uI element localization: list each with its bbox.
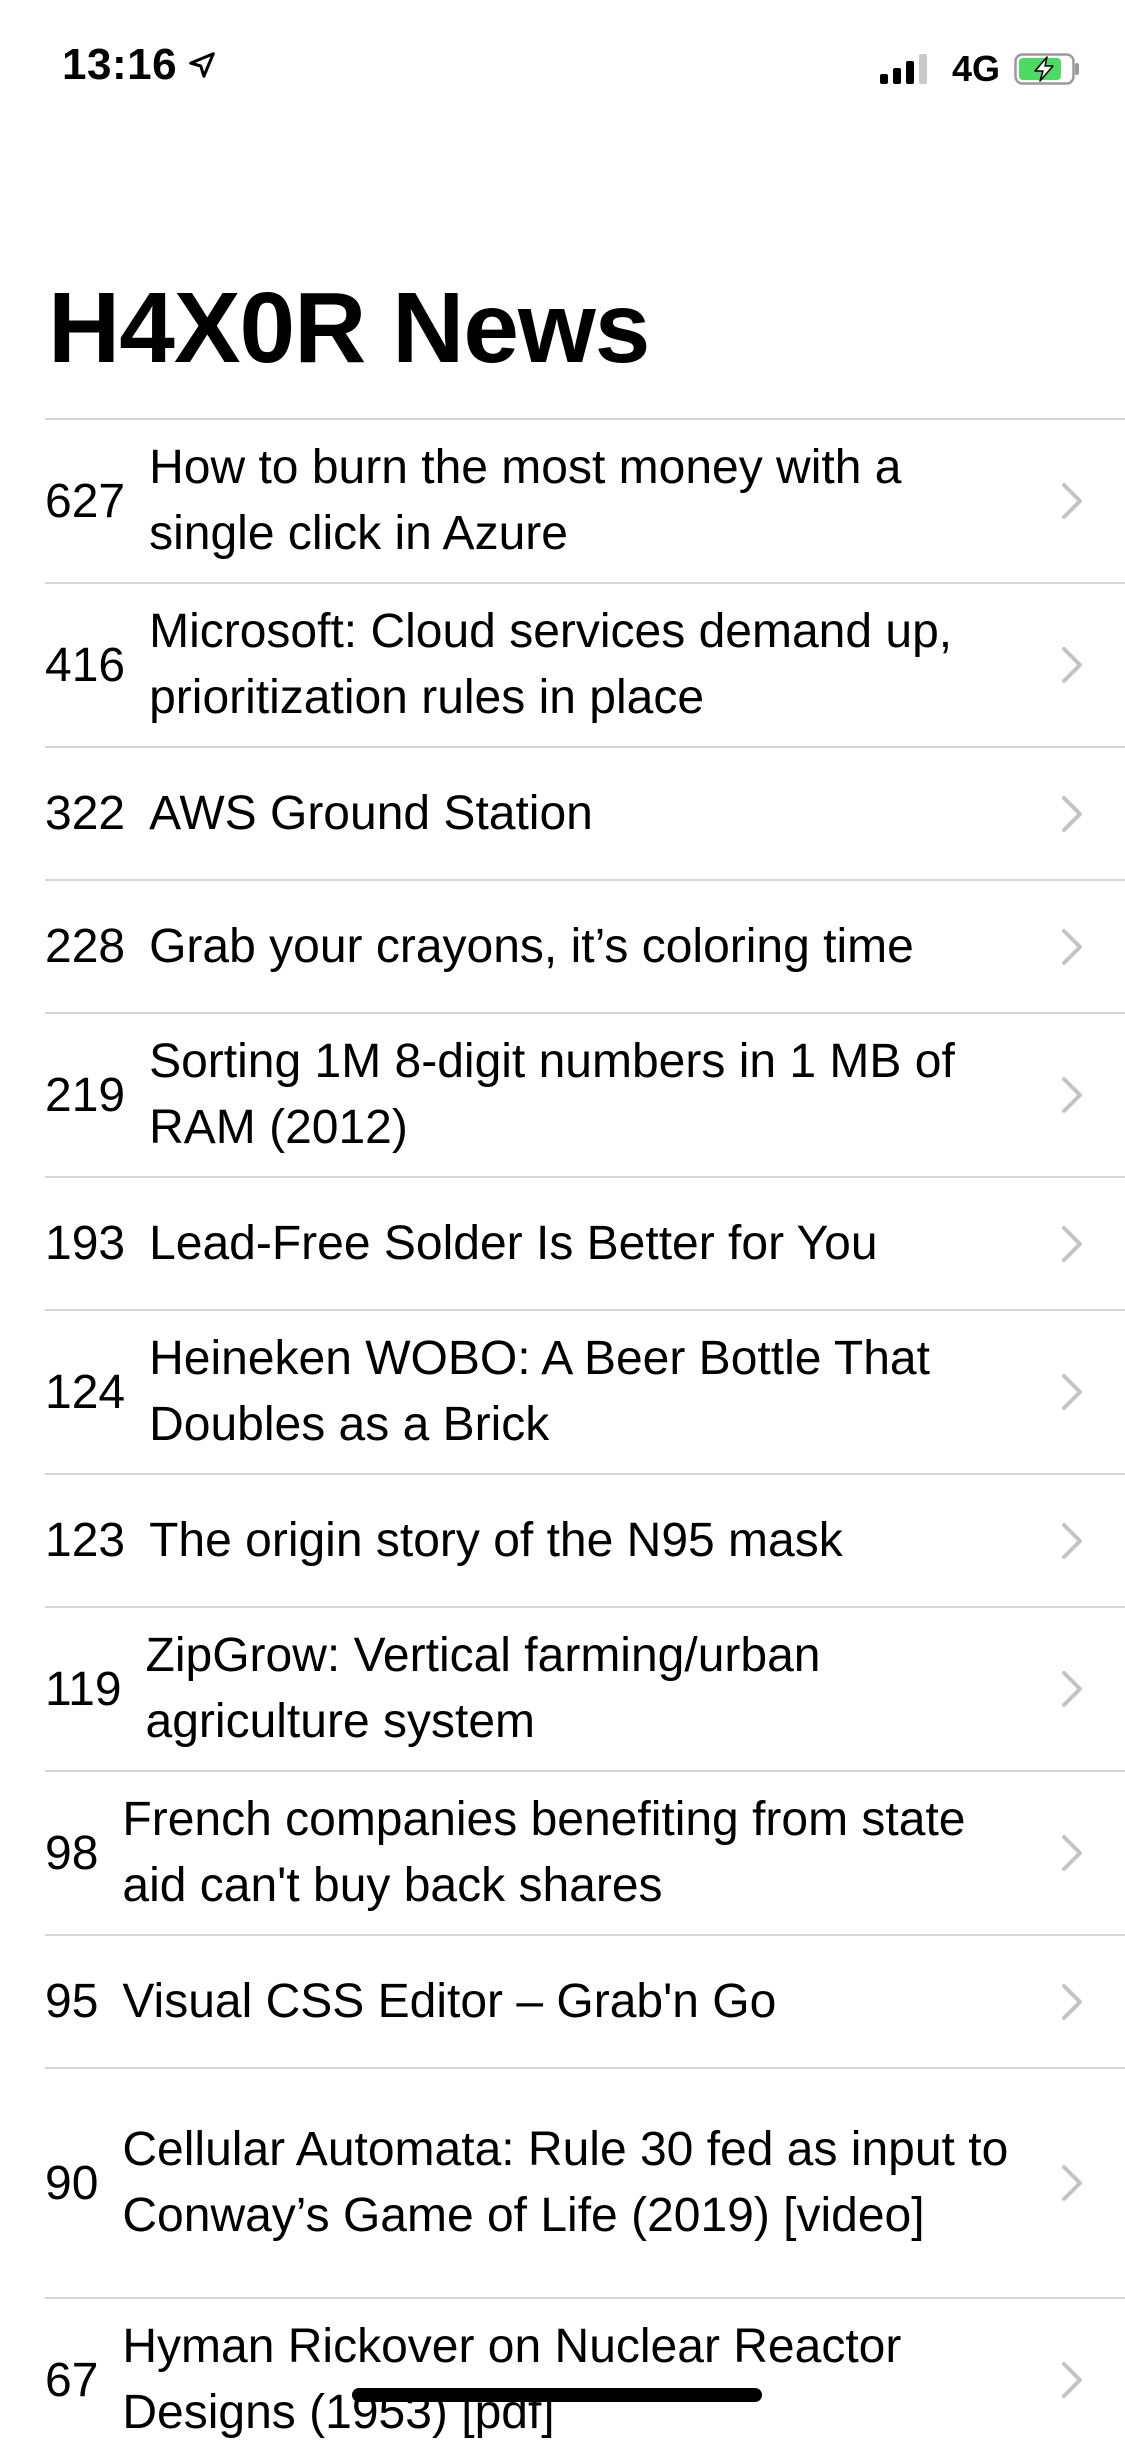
story-score: 98 <box>45 1826 99 1880</box>
chevron-right-icon <box>1062 928 1082 965</box>
story-score: 124 <box>45 1365 126 1419</box>
story-row[interactable]: 98 French companies benefiting from stat… <box>45 1770 1125 1934</box>
chevron-right-icon <box>1062 1374 1082 1410</box>
story-row[interactable]: 219 Sorting 1M 8-digit numbers in 1 MB o… <box>45 1012 1125 1176</box>
story-row[interactable]: 627 How to burn the most money with a si… <box>45 418 1125 582</box>
chevron-right-icon <box>1062 1835 1082 1871</box>
story-title: Microsoft: Cloud services demand up, pri… <box>149 605 953 724</box>
story-title: Lead-Free Solder Is Better for You <box>149 1216 878 1270</box>
story-title: How to burn the most money with a single… <box>149 441 902 560</box>
battery-charging-icon <box>1014 53 1079 85</box>
story-title: Cellular Automata: Rule 30 fed as input … <box>122 2123 1009 2242</box>
location-arrow-icon <box>189 52 215 78</box>
story-score: 219 <box>45 1068 126 1122</box>
story-score: 322 <box>45 787 126 840</box>
home-indicator[interactable] <box>352 2388 762 2402</box>
story-title: The origin story of the N95 mask <box>149 1513 843 1567</box>
chevron-right-icon <box>1062 1225 1082 1262</box>
story-title: Heineken WOBO: A Beer Bottle That Double… <box>149 1332 930 1451</box>
chevron-right-icon <box>1062 483 1082 519</box>
story-row[interactable]: 67 Hyman Rickover on Nuclear Reactor Des… <box>45 2297 1125 2461</box>
chevron-right-icon <box>1062 2165 1082 2201</box>
story-row[interactable]: 228 Grab your crayons, it’s coloring tim… <box>45 879 1125 1012</box>
chevron-right-icon <box>1062 795 1082 832</box>
chevron-right-icon <box>1062 1522 1082 1559</box>
story-score: 90 <box>45 2156 99 2210</box>
story-row[interactable]: 193 Lead-Free Solder Is Better for You <box>45 1176 1125 1309</box>
story-row[interactable]: 416 Microsoft: Cloud services demand up,… <box>45 582 1125 746</box>
story-row[interactable]: 90 Cellular Automata: Rule 30 fed as inp… <box>45 2067 1125 2297</box>
status-time: 13:16 <box>62 40 217 90</box>
story-score: 193 <box>45 1217 126 1270</box>
story-title: Sorting 1M 8-digit numbers in 1 MB of RA… <box>149 1035 955 1154</box>
chevron-right-icon <box>1062 2362 1082 2398</box>
story-score: 95 <box>45 1975 99 2028</box>
story-row[interactable]: 124 Heineken WOBO: A Beer Bottle That Do… <box>45 1309 1125 1473</box>
chevron-right-icon <box>1062 1671 1082 1707</box>
story-title: Hyman Rickover on Nuclear Reactor Design… <box>122 2320 902 2439</box>
status-bar: 13:16 4G <box>0 0 1125 140</box>
story-score: 228 <box>45 920 126 973</box>
story-title: AWS Ground Station <box>149 786 593 840</box>
story-list: 627 How to burn the most money with a si… <box>45 418 1125 2461</box>
story-score: 416 <box>45 638 126 692</box>
status-indicators: 4G <box>879 48 1080 90</box>
story-row[interactable]: 95 Visual CSS Editor – Grab'n Go <box>45 1934 1125 2067</box>
chevron-right-icon <box>1062 1077 1082 1113</box>
story-title: Grab your crayons, it’s coloring time <box>149 919 914 973</box>
story-title: Visual CSS Editor – Grab'n Go <box>122 1974 777 2028</box>
page-title: H4X0R News <box>48 272 650 384</box>
story-score: 67 <box>45 2353 99 2407</box>
story-score: 123 <box>45 1514 126 1567</box>
story-score: 119 <box>45 1662 122 1716</box>
chevron-right-icon <box>1062 1983 1082 2020</box>
chevron-right-icon <box>1062 647 1082 683</box>
story-title: French companies benefiting from state a… <box>122 1793 966 1912</box>
story-row[interactable]: 119 ZipGrow: Vertical farming/urban agri… <box>45 1606 1125 1770</box>
story-row[interactable]: 123 The origin story of the N95 mask <box>45 1473 1125 1606</box>
story-row[interactable]: 322 AWS Ground Station <box>45 746 1125 879</box>
network-type: 4G <box>951 48 1000 89</box>
story-title: ZipGrow: Vertical farming/urban agricult… <box>145 1629 821 1748</box>
cellular-signal-icon <box>879 54 932 84</box>
story-score: 627 <box>45 474 126 528</box>
status-time-text: 13:16 <box>62 40 178 89</box>
